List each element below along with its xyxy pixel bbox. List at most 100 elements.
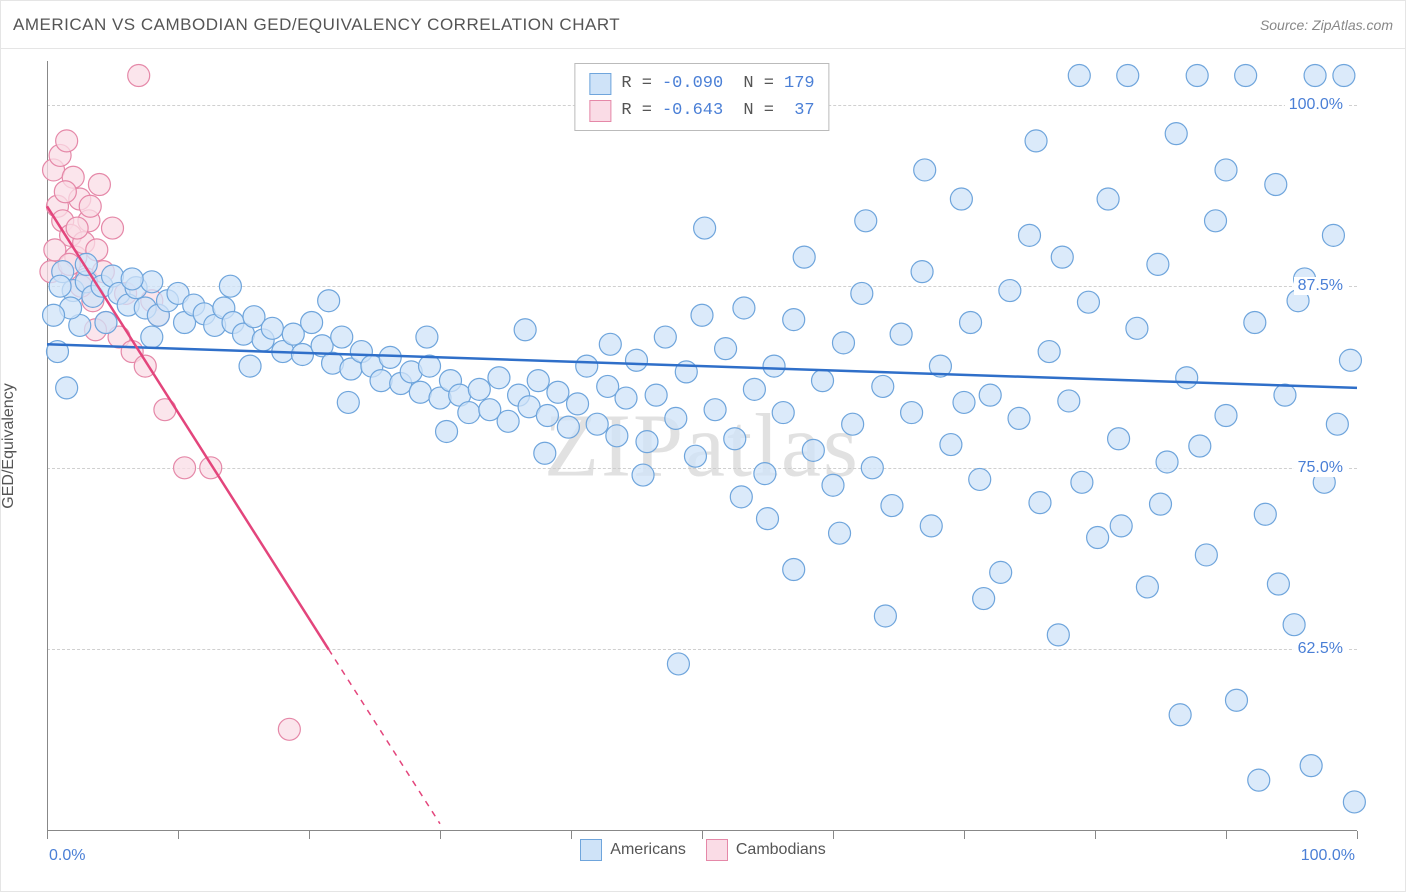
- scatter-point-americans: [1087, 527, 1109, 549]
- scatter-point-americans: [547, 381, 569, 403]
- scatter-point-americans: [1029, 492, 1051, 514]
- scatter-point-americans: [141, 326, 163, 348]
- y-tick-label: 100.0%: [1285, 96, 1347, 114]
- stats-row-americans: R = -0.090 N = 179: [589, 70, 814, 97]
- scatter-point-americans: [1108, 428, 1130, 450]
- scatter-point-americans: [626, 349, 648, 371]
- scatter-point-americans: [890, 323, 912, 345]
- scatter-point-americans: [1235, 65, 1257, 87]
- scatter-point-americans: [1147, 253, 1169, 275]
- scatter-point-americans: [1150, 493, 1172, 515]
- scatter-point-americans: [586, 413, 608, 435]
- scatter-point-americans: [829, 522, 851, 544]
- scatter-point-americans: [291, 343, 313, 365]
- scatter-point-americans: [969, 468, 991, 490]
- scatter-point-americans: [733, 297, 755, 319]
- scatter-point-americans: [1058, 390, 1080, 412]
- scatter-point-cambodians: [174, 457, 196, 479]
- scatter-point-americans: [953, 391, 975, 413]
- stats-n-label: N =: [733, 70, 774, 97]
- scatter-point-americans: [1322, 224, 1344, 246]
- scatter-point-americans: [1248, 769, 1270, 791]
- scatter-point-americans: [950, 188, 972, 210]
- scatter-point-americans: [1300, 755, 1322, 777]
- scatter-point-americans: [940, 434, 962, 456]
- scatter-point-americans: [665, 407, 687, 429]
- scatter-point-americans: [920, 515, 942, 537]
- scatter-point-americans: [645, 384, 667, 406]
- chart-title: AMERICAN VS CAMBODIAN GED/EQUIVALENCY CO…: [13, 15, 620, 35]
- scatter-point-americans: [960, 312, 982, 334]
- scatter-point-americans: [301, 312, 323, 334]
- scatter-point-americans: [636, 431, 658, 453]
- x-tick: [47, 831, 48, 839]
- scatter-point-americans: [822, 474, 844, 496]
- scatter-point-americans: [370, 370, 392, 392]
- scatter-point-americans: [1326, 413, 1348, 435]
- scatter-point-americans: [1038, 341, 1060, 363]
- scatter-point-americans: [1156, 451, 1178, 473]
- scatter-point-americans: [654, 326, 676, 348]
- stats-n-label: N =: [733, 97, 774, 124]
- scatter-point-americans: [1136, 576, 1158, 598]
- scatter-point-americans: [599, 333, 621, 355]
- scatter-point-americans: [318, 290, 340, 312]
- scatter-point-americans: [1225, 689, 1247, 711]
- x-tick: [1095, 831, 1096, 839]
- scatter-point-americans: [832, 332, 854, 354]
- scatter-point-americans: [855, 210, 877, 232]
- stats-r-label: R =: [621, 70, 652, 97]
- stats-row-cambodians: R = -0.643 N = 37: [589, 97, 814, 124]
- scatter-point-americans: [1008, 407, 1030, 429]
- scatter-point-americans: [379, 346, 401, 368]
- scatter-point-americans: [1254, 503, 1276, 525]
- y-axis-title: GED/Equivalency: [0, 383, 18, 508]
- scatter-point-americans: [527, 370, 549, 392]
- scatter-point-americans: [1195, 544, 1217, 566]
- scatter-point-americans: [999, 280, 1021, 302]
- x-tick: [1357, 831, 1358, 839]
- scatter-point-americans: [1304, 65, 1326, 87]
- scatter-point-americans: [1169, 704, 1191, 726]
- scatter-point-americans: [667, 653, 689, 675]
- scatter-point-americans: [43, 304, 65, 326]
- x-tick: [309, 831, 310, 839]
- y-axis-title-wrap: GED/Equivalency: [0, 321, 18, 446]
- scatter-point-americans: [901, 402, 923, 424]
- scatter-point-americans: [514, 319, 536, 341]
- scatter-point-americans: [979, 384, 1001, 406]
- scatter-point-americans: [793, 246, 815, 268]
- scatter-point-americans: [632, 464, 654, 486]
- scatter-point-americans: [730, 486, 752, 508]
- scatter-point-americans: [704, 399, 726, 421]
- scatter-point-americans: [911, 261, 933, 283]
- y-tick-label: 62.5%: [1294, 640, 1347, 658]
- scatter-point-americans: [1097, 188, 1119, 210]
- scatter-point-americans: [861, 457, 883, 479]
- stats-r-label: R =: [621, 97, 652, 124]
- x-tick: [571, 831, 572, 839]
- scatter-point-americans: [763, 355, 785, 377]
- y-tick-label: 75.0%: [1294, 459, 1347, 477]
- scatter-point-americans: [488, 367, 510, 389]
- scatter-point-americans: [606, 425, 628, 447]
- chart-container: AMERICAN VS CAMBODIAN GED/EQUIVALENCY CO…: [0, 0, 1406, 892]
- scatter-point-cambodians: [128, 65, 150, 87]
- stats-n-cambodians: 37: [784, 97, 815, 124]
- scatter-point-americans: [724, 428, 746, 450]
- scatter-point-americans: [141, 271, 163, 293]
- scatter-point-americans: [567, 393, 589, 415]
- x-tick: [833, 831, 834, 839]
- scatter-point-americans: [468, 378, 490, 400]
- scatter-point-americans: [802, 439, 824, 461]
- scatter-point-americans: [1189, 435, 1211, 457]
- bottom-legend: Americans Cambodians: [1, 839, 1405, 861]
- legend-label-cambodians: Cambodians: [736, 841, 826, 859]
- scatter-point-americans: [694, 217, 716, 239]
- chart-header: AMERICAN VS CAMBODIAN GED/EQUIVALENCY CO…: [1, 1, 1405, 49]
- scatter-point-americans: [1019, 224, 1041, 246]
- y-tick-label: 87.5%: [1294, 277, 1347, 295]
- scatter-point-americans: [331, 326, 353, 348]
- stats-n-americans: 179: [784, 70, 815, 97]
- scatter-point-americans: [239, 355, 261, 377]
